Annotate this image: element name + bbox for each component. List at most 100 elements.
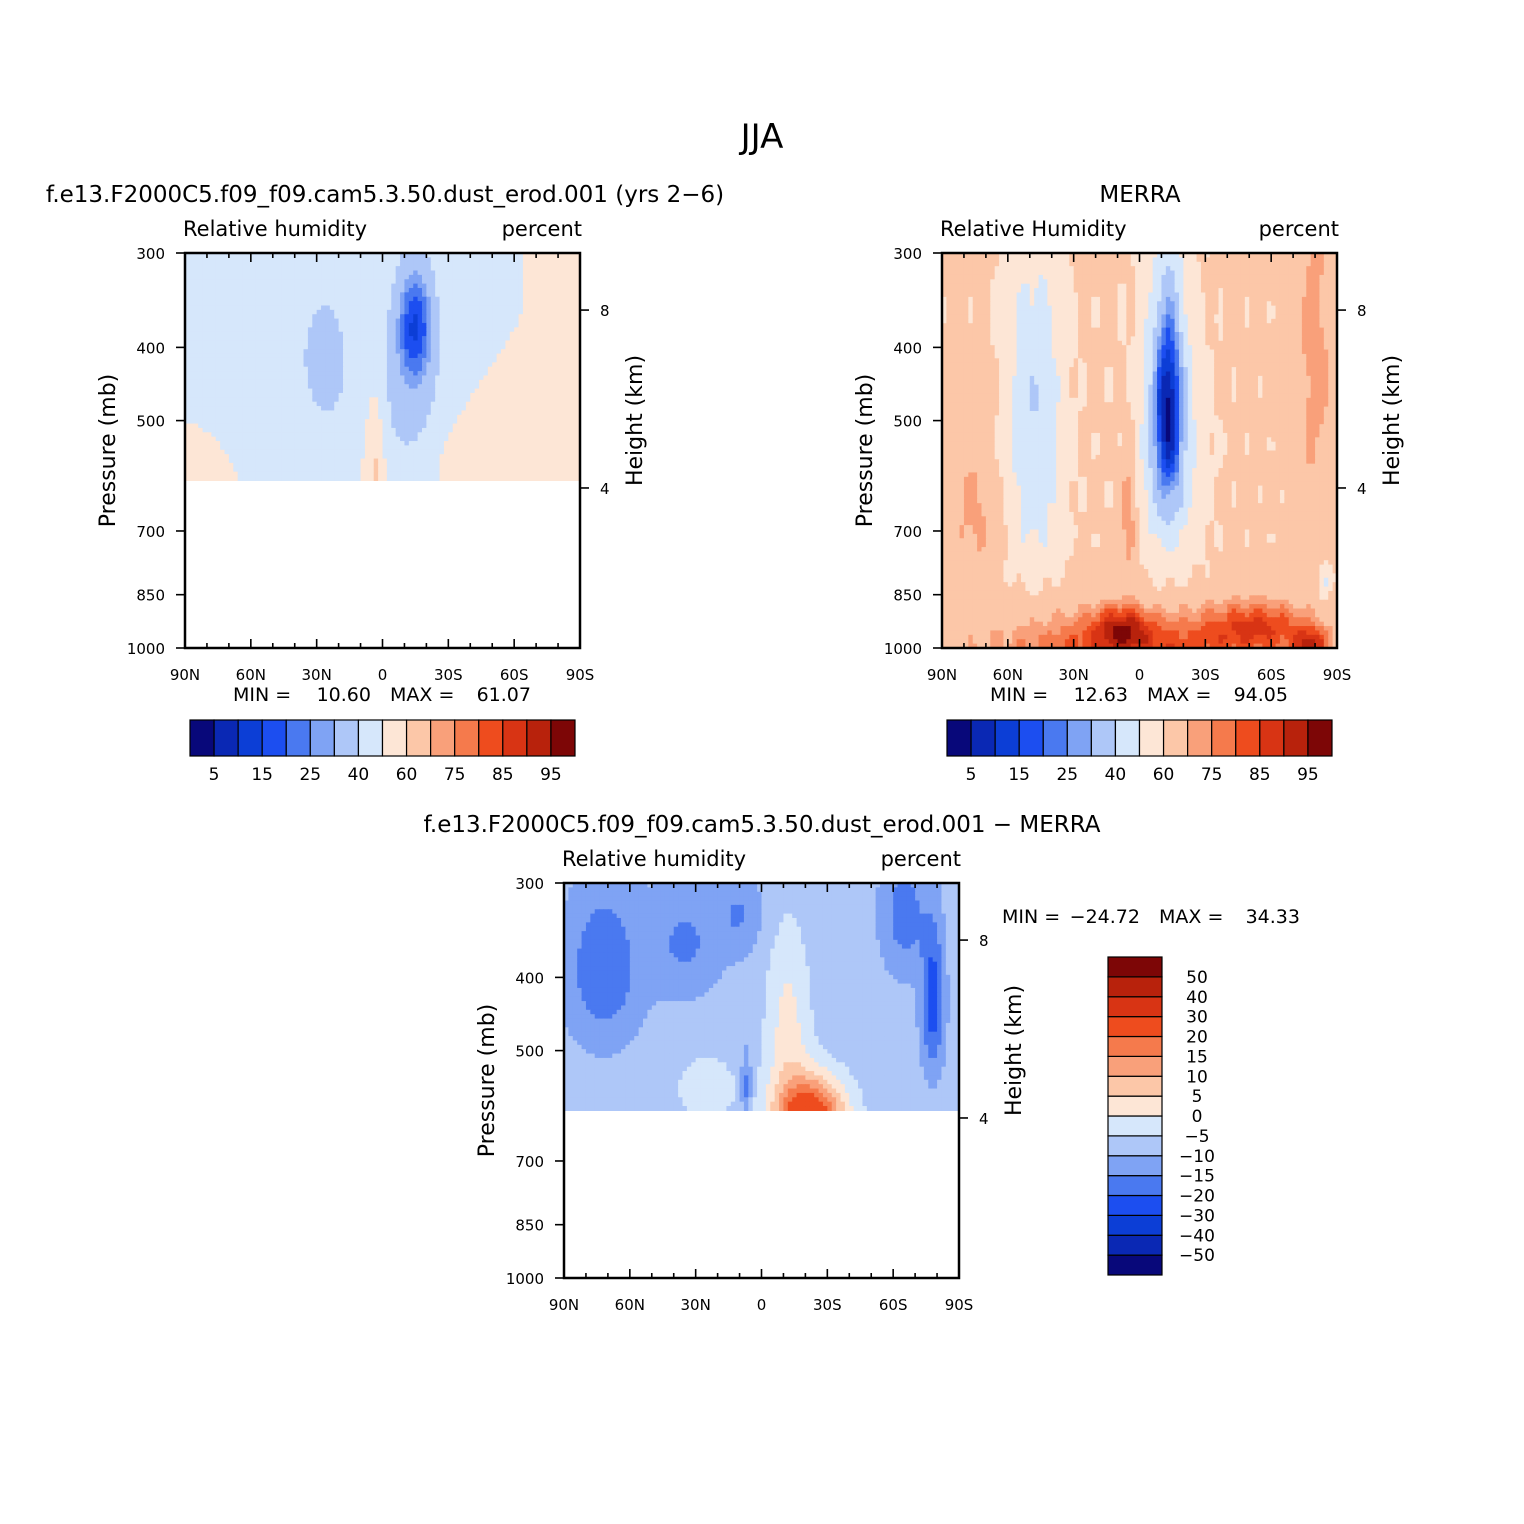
contour-cell [246, 270, 252, 276]
contour-cell [553, 379, 559, 385]
contour-cell [329, 274, 335, 280]
contour-cell [246, 349, 252, 355]
contour-cell [382, 441, 388, 447]
contour-cell [479, 314, 485, 320]
contour-cell [452, 357, 458, 363]
contour-cell [193, 384, 199, 390]
contour-cell [531, 253, 537, 258]
contour-cell [400, 344, 406, 350]
contour-cell [505, 449, 511, 455]
contour-cell [334, 283, 340, 289]
contour-cell [1222, 253, 1228, 258]
contour-cell [189, 301, 195, 307]
contour-cell [461, 445, 467, 451]
contour-cell [224, 322, 230, 328]
contour-cell [492, 449, 498, 455]
contour-cell [470, 283, 476, 289]
contour-cell [514, 340, 520, 346]
contour-cell [400, 401, 406, 407]
contour-cell [242, 266, 248, 272]
max-value: 61.07 [477, 684, 531, 706]
contour-cell [562, 296, 568, 302]
contour-cell [369, 331, 375, 337]
contour-cell [474, 270, 480, 276]
contour-cell [452, 392, 458, 398]
contour-cell [382, 261, 388, 267]
contour-cell [536, 410, 542, 416]
contour-cell [457, 261, 463, 267]
contour-cell [237, 406, 243, 412]
contour-cell [215, 309, 221, 315]
contour-cell [316, 384, 322, 390]
contour-cell [575, 436, 581, 442]
contour-cell [299, 270, 305, 276]
contour-cell [549, 436, 555, 442]
contour-cell [1078, 257, 1084, 263]
contour-cell [312, 362, 318, 368]
contour-cell [378, 353, 384, 359]
contour-cell [422, 375, 427, 381]
contour-cell [228, 266, 234, 272]
contour-cell [457, 327, 463, 333]
contour-cell [536, 449, 542, 455]
contour-cell [1315, 253, 1321, 258]
contour-cell [501, 327, 506, 333]
contour-cell [536, 427, 542, 433]
contour-cell [553, 349, 559, 355]
contour-cell [527, 292, 533, 298]
contour-cell [189, 261, 195, 267]
contour-cell [492, 279, 498, 285]
contour-cell [294, 309, 300, 315]
contour-cell [404, 423, 410, 429]
contour-cell [285, 419, 291, 425]
contour-cell [457, 476, 463, 481]
contour-cell [329, 270, 335, 276]
contour-cell [413, 270, 419, 276]
contour-cell [242, 270, 248, 276]
contour-cell [483, 423, 489, 429]
contour-cell [518, 309, 524, 315]
contour-cell [242, 261, 248, 267]
contour-cell [483, 327, 489, 333]
contour-cell [527, 362, 533, 368]
contour-cell [382, 331, 388, 337]
contour-cell [246, 336, 252, 342]
contour-cell [224, 392, 230, 398]
contour-cell [1196, 257, 1202, 263]
contour-cell [575, 261, 581, 267]
contour-cell [316, 471, 322, 477]
contour-cell [439, 305, 445, 311]
contour-cell [514, 445, 520, 451]
contour-cell [215, 467, 221, 473]
contour-cell [307, 314, 313, 320]
contour-cell [501, 353, 506, 359]
contour-cell [360, 353, 366, 359]
contour-cell [193, 436, 199, 442]
contour-cell [395, 458, 401, 464]
y-tick-label: 300 [136, 245, 165, 263]
contour-cell [378, 340, 384, 346]
contour-cell [400, 257, 406, 263]
contour-cell [413, 427, 419, 433]
contour-cell [518, 305, 524, 311]
contour-cell [496, 266, 502, 272]
contour-cell [408, 266, 414, 272]
contour-cell [259, 318, 265, 324]
contour-cell [386, 353, 392, 359]
contour-cell [378, 454, 384, 460]
contour-cell [1161, 253, 1167, 258]
contour-cell [290, 305, 296, 311]
contour-cell [553, 274, 559, 280]
contour-cell [558, 392, 564, 398]
contour-cell [492, 432, 498, 438]
contour-cell [325, 445, 331, 451]
contour-cell [369, 449, 375, 455]
contour-cell [430, 375, 436, 381]
contour-cell [479, 283, 485, 289]
contour-cell [193, 261, 199, 267]
contour-cell [461, 257, 467, 263]
contour-cell [343, 432, 348, 438]
contour-cell [413, 406, 419, 412]
contour-cell [347, 261, 353, 267]
contour-cell [448, 423, 454, 429]
